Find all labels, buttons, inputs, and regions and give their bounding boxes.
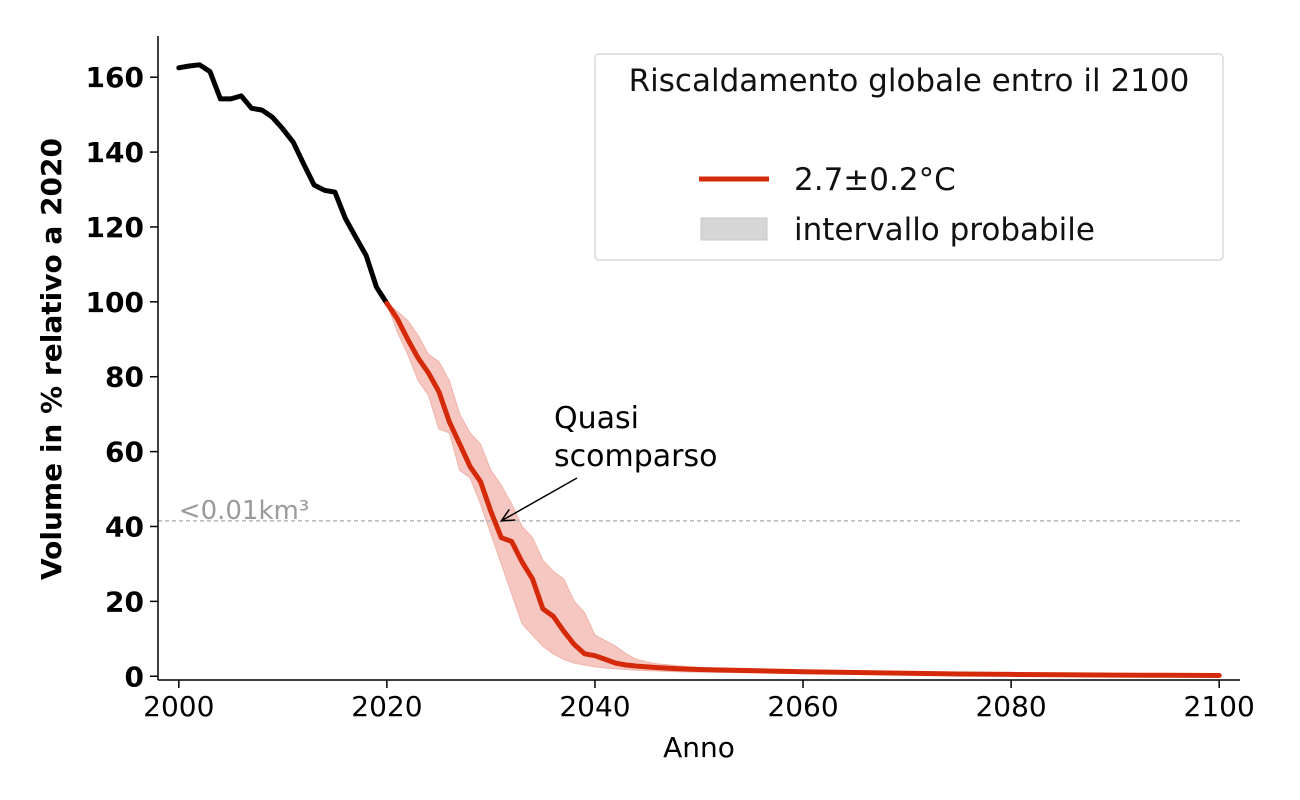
x-tick-label: 2040 — [559, 690, 630, 723]
y-tick-label: 60 — [105, 436, 144, 469]
y-tick-label: 0 — [125, 660, 144, 693]
observed-series-line — [176, 62, 390, 306]
axes: 2000 2020 2040 2060 2080 2100 020406080100120… — [86, 36, 1255, 723]
y-tick-label: 160 — [86, 61, 144, 94]
x-tick-label: 2000 — [143, 690, 214, 723]
y-ticks: 0 20 40 60 80 100 120 140 160 — [86, 61, 158, 693]
annotation-arrowhead — [499, 508, 516, 522]
y-axis-label: Volume in % relativo a 2020 — [35, 138, 68, 580]
legend-entry-range: intervallo probabile — [794, 212, 1095, 248]
y-tick-label: 40 — [105, 510, 144, 543]
y-tick-label: 140 — [86, 136, 144, 169]
legend-title: Riscaldamento globale entro il 2100 — [629, 63, 1190, 99]
plot-area: <0.01km³ — [158, 62, 1240, 678]
x-axis-label: Anno — [663, 731, 735, 764]
annotation-line-2: scomparso — [554, 439, 717, 474]
x-tick-label: 2080 — [975, 690, 1046, 723]
legend: Riscaldamento globale entro il 2100 2.7±… — [594, 53, 1224, 261]
likely-range-band — [385, 301, 1220, 677]
x-tick-label: 2060 — [767, 690, 838, 723]
annotation-arrow — [500, 477, 578, 522]
y-tick-label: 120 — [86, 211, 144, 244]
x-ticks: 2000 2020 2040 2060 2080 2100 — [143, 680, 1255, 723]
annotation-line-1: Quasi — [554, 401, 639, 436]
y-tick-label: 80 — [105, 361, 144, 394]
x-tick-label: 2020 — [351, 690, 422, 723]
legend-patch-swatch — [700, 217, 768, 241]
reference-line-label: <0.01km³ — [179, 496, 309, 526]
annotation-nearly-gone: Quasi scomparso — [499, 401, 717, 522]
legend-entry-projection: 2.7±0.2°C — [794, 162, 956, 198]
y-tick-label: 20 — [105, 585, 144, 618]
projection-series-line — [384, 300, 1222, 678]
x-tick-label: 2100 — [1184, 690, 1255, 723]
y-tick-label: 100 — [86, 286, 144, 319]
legend-box — [594, 53, 1224, 261]
